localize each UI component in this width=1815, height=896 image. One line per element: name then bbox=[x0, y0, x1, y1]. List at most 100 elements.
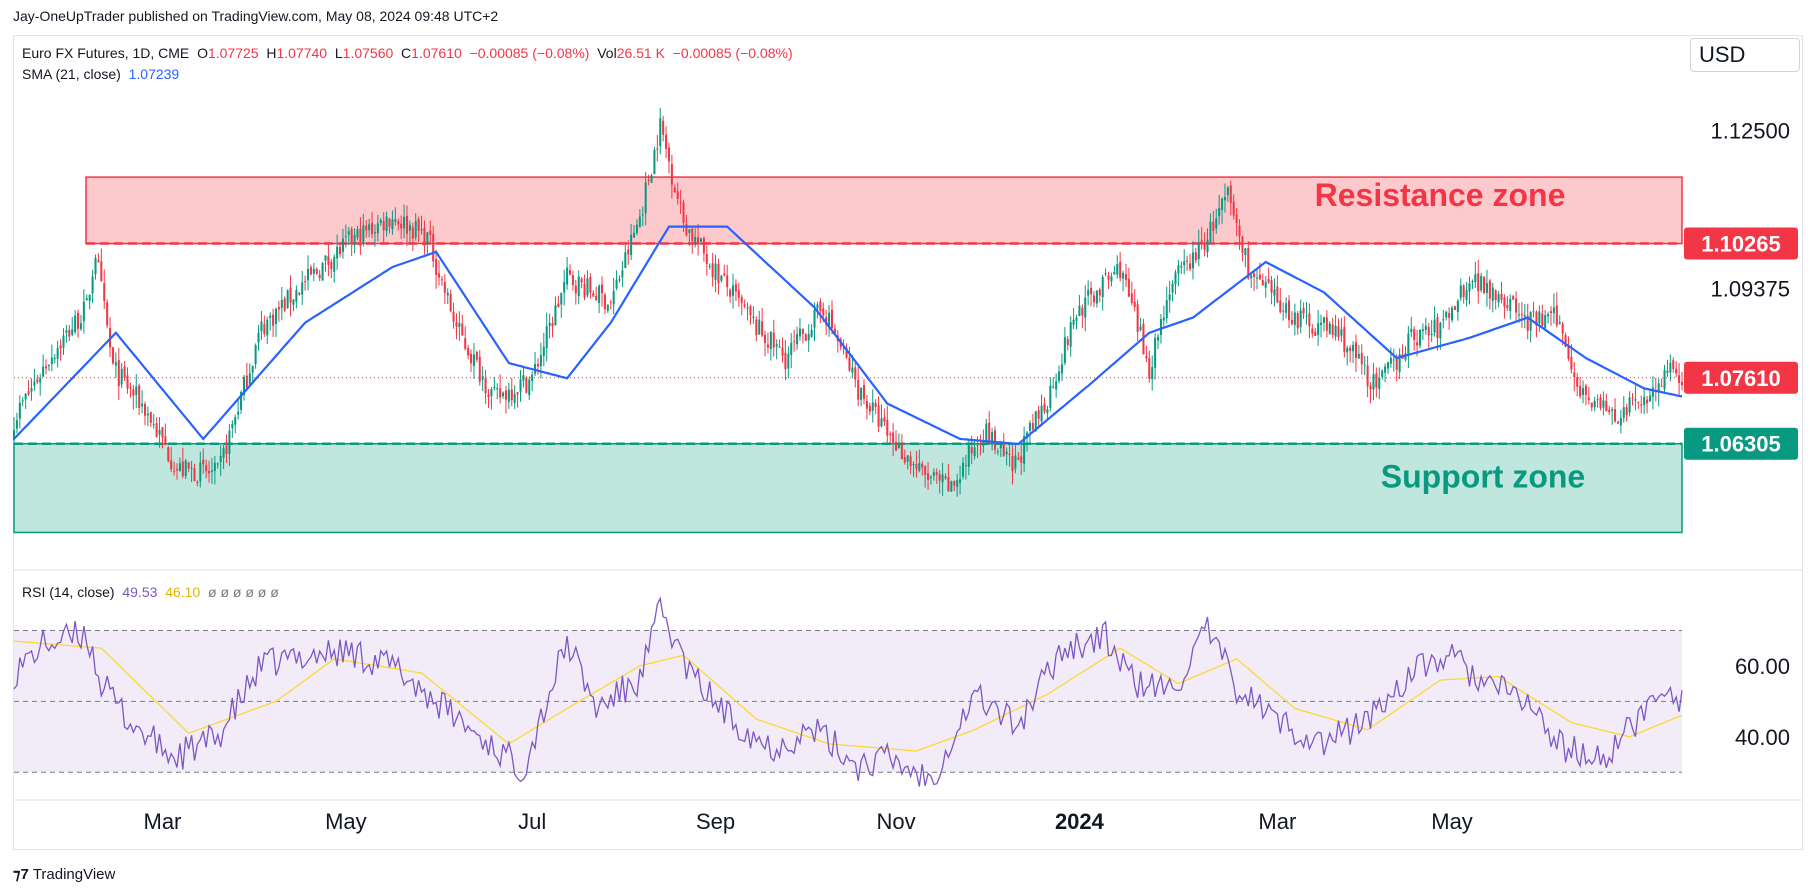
candle bbox=[309, 267, 312, 275]
candle bbox=[1579, 385, 1582, 397]
candle bbox=[216, 463, 219, 465]
candle bbox=[350, 228, 353, 245]
candle bbox=[411, 227, 414, 239]
candle bbox=[638, 216, 641, 227]
candle bbox=[816, 304, 819, 308]
candle bbox=[860, 387, 863, 400]
candle bbox=[1381, 370, 1384, 377]
candle bbox=[874, 402, 877, 407]
candle bbox=[953, 480, 956, 486]
tradingview-brand: ⁊7 TradingView bbox=[13, 865, 115, 884]
candle bbox=[1302, 307, 1305, 314]
candle bbox=[1352, 344, 1355, 352]
candle bbox=[65, 330, 68, 333]
candle bbox=[825, 317, 828, 325]
candle bbox=[68, 329, 71, 337]
candle bbox=[665, 134, 668, 149]
candle bbox=[557, 303, 560, 308]
candle bbox=[283, 298, 286, 311]
candle bbox=[702, 238, 705, 254]
candle bbox=[595, 295, 598, 301]
candle bbox=[1526, 315, 1529, 332]
candle bbox=[475, 351, 478, 360]
candle bbox=[574, 285, 577, 294]
candle bbox=[295, 289, 298, 302]
candle bbox=[1343, 327, 1346, 352]
candle bbox=[143, 403, 147, 416]
candle bbox=[900, 442, 903, 460]
candle bbox=[1191, 252, 1194, 269]
candle bbox=[1101, 276, 1104, 298]
candle bbox=[941, 474, 944, 483]
candle bbox=[1180, 265, 1183, 268]
candle bbox=[519, 379, 522, 393]
candle bbox=[408, 224, 411, 231]
candle bbox=[1541, 313, 1544, 326]
candle bbox=[257, 332, 260, 343]
candle bbox=[568, 270, 572, 275]
candle bbox=[961, 462, 965, 477]
candle bbox=[449, 293, 452, 312]
candle bbox=[714, 263, 717, 280]
candle bbox=[682, 202, 685, 223]
candle bbox=[240, 391, 243, 410]
candle bbox=[1395, 356, 1398, 370]
candle bbox=[353, 234, 356, 243]
candle bbox=[726, 275, 729, 288]
close-label: C bbox=[401, 45, 412, 61]
candle bbox=[1421, 329, 1424, 332]
candle bbox=[446, 292, 449, 296]
candle bbox=[152, 424, 155, 426]
sma-legend: SMA (21, close) 1.07239 bbox=[22, 66, 179, 82]
price-label-text: 1.06305 bbox=[1701, 432, 1781, 457]
candle bbox=[1369, 385, 1372, 390]
candle bbox=[988, 422, 991, 444]
candle bbox=[909, 456, 912, 467]
open-label: O bbox=[197, 45, 208, 61]
candle bbox=[630, 234, 633, 256]
candle bbox=[932, 472, 935, 476]
candle bbox=[1631, 397, 1634, 399]
rsi-label[interactable]: RSI (14, close) bbox=[22, 584, 115, 600]
candle bbox=[1643, 396, 1646, 405]
candle bbox=[959, 479, 962, 484]
candle bbox=[170, 460, 173, 470]
candle bbox=[254, 345, 257, 365]
candle bbox=[1023, 436, 1026, 464]
candle bbox=[1477, 273, 1480, 292]
candle bbox=[1523, 315, 1526, 317]
candle bbox=[883, 417, 886, 422]
candle bbox=[242, 376, 245, 396]
candle bbox=[1462, 285, 1465, 297]
candle bbox=[1448, 313, 1451, 318]
candle bbox=[1046, 409, 1049, 414]
candle bbox=[1273, 289, 1276, 296]
candle bbox=[277, 306, 280, 310]
candle bbox=[796, 334, 799, 345]
candle bbox=[1666, 370, 1669, 373]
candle bbox=[918, 463, 921, 471]
currency-selector[interactable]: USD bbox=[1690, 38, 1800, 72]
candle bbox=[1500, 293, 1503, 300]
sma-label[interactable]: SMA (21, close) bbox=[22, 66, 121, 82]
candle bbox=[1215, 218, 1218, 229]
candle bbox=[333, 256, 336, 272]
rsi-tick-label: 40.00 bbox=[1735, 725, 1790, 750]
candle bbox=[376, 223, 379, 234]
close-value: 1.07610 bbox=[411, 45, 462, 61]
candle bbox=[991, 432, 994, 444]
candle bbox=[1314, 331, 1317, 336]
symbol-title[interactable]: Euro FX Futures, 1D, CME bbox=[22, 45, 190, 61]
candle bbox=[251, 365, 254, 373]
candle bbox=[426, 232, 429, 245]
candle bbox=[1320, 322, 1323, 325]
candle bbox=[1171, 283, 1174, 293]
candle bbox=[117, 359, 120, 387]
candle bbox=[1363, 364, 1366, 366]
candle bbox=[1424, 325, 1427, 331]
time-tick-label: Mar bbox=[1258, 809, 1296, 834]
candle bbox=[1229, 185, 1232, 203]
candle bbox=[138, 385, 141, 409]
price-label-box bbox=[1684, 427, 1798, 460]
